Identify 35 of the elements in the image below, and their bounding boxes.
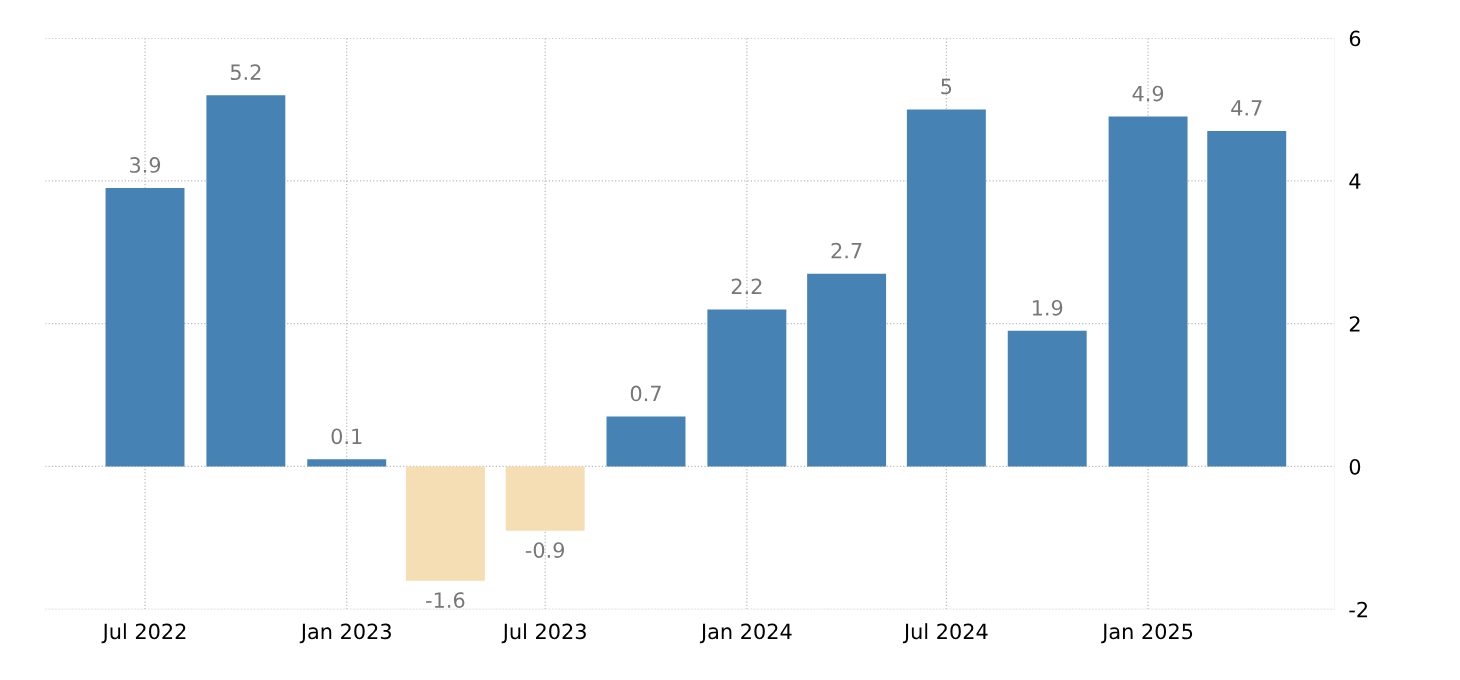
x-tick-label: Jul 2022	[101, 623, 186, 644]
bar	[906, 109, 986, 467]
data-label: 0.1	[331, 428, 362, 445]
y-tick-label: 4	[1349, 173, 1361, 189]
bar	[807, 273, 887, 467]
bar	[105, 188, 185, 467]
data-label: 5	[941, 78, 952, 95]
data-label: 2.2	[731, 278, 762, 294]
x-tick-label: Jan 2025	[1101, 623, 1193, 644]
y-tick-label: 2	[1349, 316, 1360, 332]
y-tick-label: 0	[1349, 458, 1361, 475]
bar	[505, 466, 585, 531]
data-label: -1.6	[426, 592, 465, 608]
bar	[307, 459, 387, 467]
y-tick-label: 6	[1349, 30, 1361, 47]
bar	[405, 466, 485, 581]
y-tick-label: -2	[1349, 601, 1368, 618]
data-label: 2.7	[831, 242, 862, 259]
data-label: 1.9	[1032, 299, 1063, 316]
bar	[707, 309, 787, 467]
data-label: 3.9	[130, 157, 161, 173]
x-tick-label: Jul 2024	[902, 623, 988, 644]
data-label: 4.7	[1231, 100, 1262, 116]
bar	[606, 416, 686, 467]
bar	[206, 95, 286, 467]
x-tick-label: Jul 2023	[501, 623, 586, 644]
bar	[1108, 116, 1188, 467]
bar	[1207, 130, 1287, 467]
bar	[1007, 330, 1087, 467]
x-tick-label: Jan 2023	[299, 623, 391, 644]
x-tick-label: Jan 2024	[699, 623, 792, 644]
data-label: 0.7	[630, 385, 661, 402]
data-label: 4.9	[1132, 85, 1164, 102]
data-label: -0.9	[525, 542, 565, 558]
data-label: 5.2	[230, 64, 261, 81]
